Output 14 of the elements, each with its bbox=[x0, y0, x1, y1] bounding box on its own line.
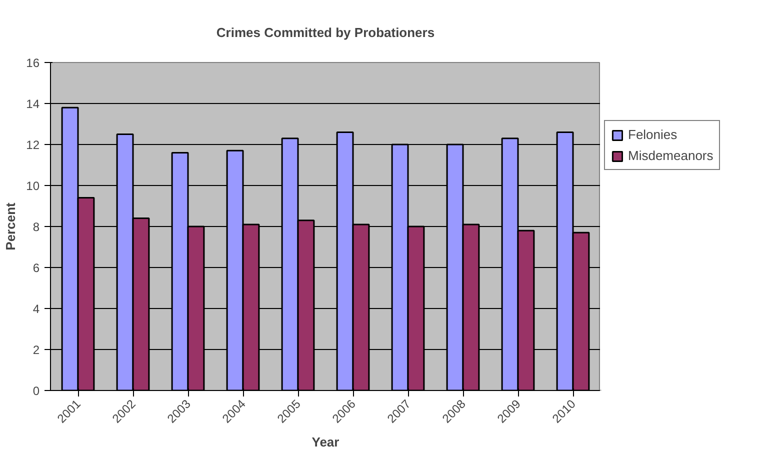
y-tick-label: 14 bbox=[26, 97, 40, 111]
legend-label: Felonies bbox=[628, 127, 678, 142]
y-tick-label: 2 bbox=[32, 343, 40, 357]
y-tick-label: 0 bbox=[32, 384, 40, 398]
y-tick-label: 12 bbox=[26, 138, 40, 152]
y-tick-label: 16 bbox=[26, 56, 40, 70]
chart-title: Crimes Committed by Probationers bbox=[216, 25, 435, 40]
y-tick-label: 10 bbox=[26, 179, 40, 193]
x-axis-title: Year bbox=[312, 434, 340, 450]
y-axis-title: Percent bbox=[3, 202, 18, 250]
y-tick-label: 6 bbox=[32, 261, 40, 275]
legend-label: Misdemeanors bbox=[628, 148, 714, 163]
y-tick-label: 8 bbox=[32, 220, 40, 234]
y-tick-label: 4 bbox=[32, 302, 40, 316]
